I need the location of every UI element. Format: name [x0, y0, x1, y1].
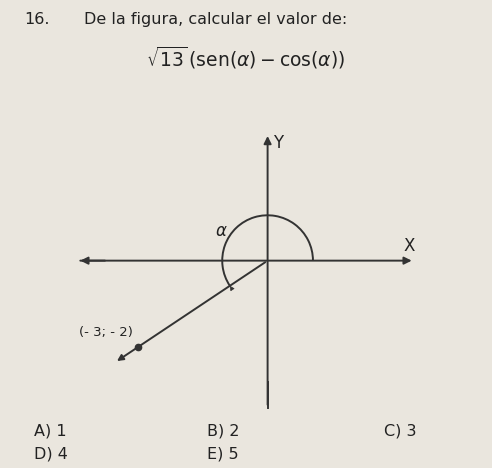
- Text: 16.: 16.: [25, 12, 50, 27]
- Text: Y: Y: [273, 134, 283, 153]
- Text: E) 5: E) 5: [207, 447, 238, 462]
- Text: C) 3: C) 3: [384, 424, 416, 439]
- Text: D) 4: D) 4: [34, 447, 68, 462]
- Text: $\sqrt{13}\,(\mathrm{sen}(\alpha)-\cos(\alpha))$: $\sqrt{13}\,(\mathrm{sen}(\alpha)-\cos(\…: [146, 44, 346, 71]
- Text: De la figura, calcular el valor de:: De la figura, calcular el valor de:: [84, 12, 347, 27]
- Text: (- 3; - 2): (- 3; - 2): [79, 326, 133, 339]
- Text: A) 1: A) 1: [34, 424, 67, 439]
- Text: X: X: [404, 237, 415, 256]
- Text: B) 2: B) 2: [207, 424, 239, 439]
- Text: α: α: [215, 222, 226, 240]
